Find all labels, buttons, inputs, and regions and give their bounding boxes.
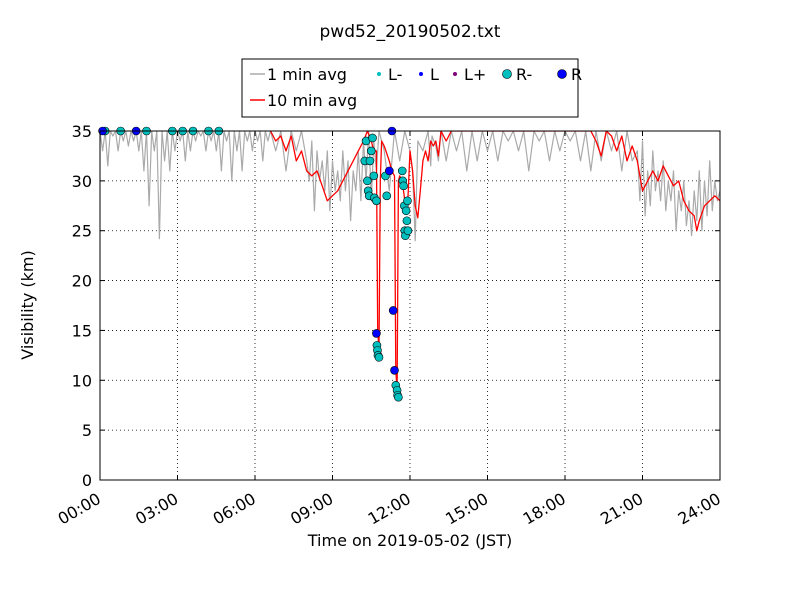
x-tick-label: 03:00	[132, 489, 181, 529]
x-tick-label: 21:00	[597, 489, 646, 529]
marker-r-minus	[394, 392, 403, 402]
series-line-one-min-avg	[100, 131, 720, 242]
marker-r-minus	[402, 216, 412, 226]
x-tick-label: 15:00	[442, 489, 491, 529]
marker-r-minus	[399, 181, 408, 191]
legend-swatch-point	[419, 72, 423, 76]
plot-area: 00:00 03:00 06:00 09:00 12:00 15:00 18:00 21:00…	[55, 122, 724, 529]
legend-swatch-point	[453, 72, 457, 76]
marker-layer	[98, 126, 413, 402]
marker-r-minus	[401, 206, 411, 216]
marker-r	[388, 306, 398, 315]
marker-r	[390, 366, 399, 375]
legend-label: L-	[388, 65, 402, 84]
legend-swatch-circle	[557, 69, 567, 79]
y-tick-label: 15	[72, 321, 92, 340]
x-tick-label: 00:00	[55, 489, 104, 529]
y-tick-label: 10	[72, 371, 92, 390]
marker-r-minus	[369, 171, 379, 181]
legend-label: R-	[516, 65, 532, 84]
x-axis-label: Time on 2019-05-02 (JST)	[307, 531, 512, 550]
legend-label: L+	[464, 65, 486, 84]
marker-r-minus	[403, 196, 412, 206]
y-axis-label: Visibility (km)	[18, 250, 37, 359]
legend-label: L	[430, 65, 439, 84]
legend-label: R	[571, 65, 582, 84]
marker-r-minus	[403, 226, 413, 236]
x-tick-label: 12:00	[365, 489, 414, 529]
marker-r-minus	[397, 166, 407, 176]
series-line-ten-min-avg	[269, 131, 720, 391]
x-tick-label: 18:00	[520, 489, 569, 529]
marker-r-minus	[365, 156, 375, 166]
series-layer	[100, 131, 720, 391]
x-tick-label: 09:00	[287, 489, 336, 529]
legend-box	[241, 58, 579, 118]
y-tick-label: 20	[72, 272, 92, 291]
y-tick-label: 25	[72, 222, 92, 241]
marker-r-minus	[382, 191, 392, 201]
legend: 1 min avg 10 min avg L- L L+ R- R	[241, 58, 582, 118]
marker-r	[372, 329, 381, 338]
y-tick-label: 5	[82, 421, 92, 440]
y-tick-label: 0	[82, 471, 92, 490]
y-tick-label: 30	[72, 172, 92, 191]
marker-r	[385, 166, 394, 176]
marker-r-minus	[372, 196, 381, 206]
chart-title: pwd52_20190502.txt	[320, 22, 501, 42]
marker-r-minus	[363, 176, 372, 186]
legend-label: 10 min avg	[267, 91, 357, 110]
plot-background	[100, 131, 720, 480]
x-tick-label: 24:00	[675, 489, 724, 529]
marker-r-minus	[368, 133, 377, 143]
marker-r-minus	[366, 146, 376, 156]
legend-label: 1 min avg	[267, 65, 347, 84]
marker-r-minus	[374, 353, 384, 362]
y-tick-label: 35	[72, 122, 92, 141]
legend-swatch-circle	[502, 69, 512, 79]
legend-swatch-point	[377, 72, 381, 76]
grid-lines	[100, 131, 720, 480]
x-tick-label: 06:00	[210, 489, 259, 529]
